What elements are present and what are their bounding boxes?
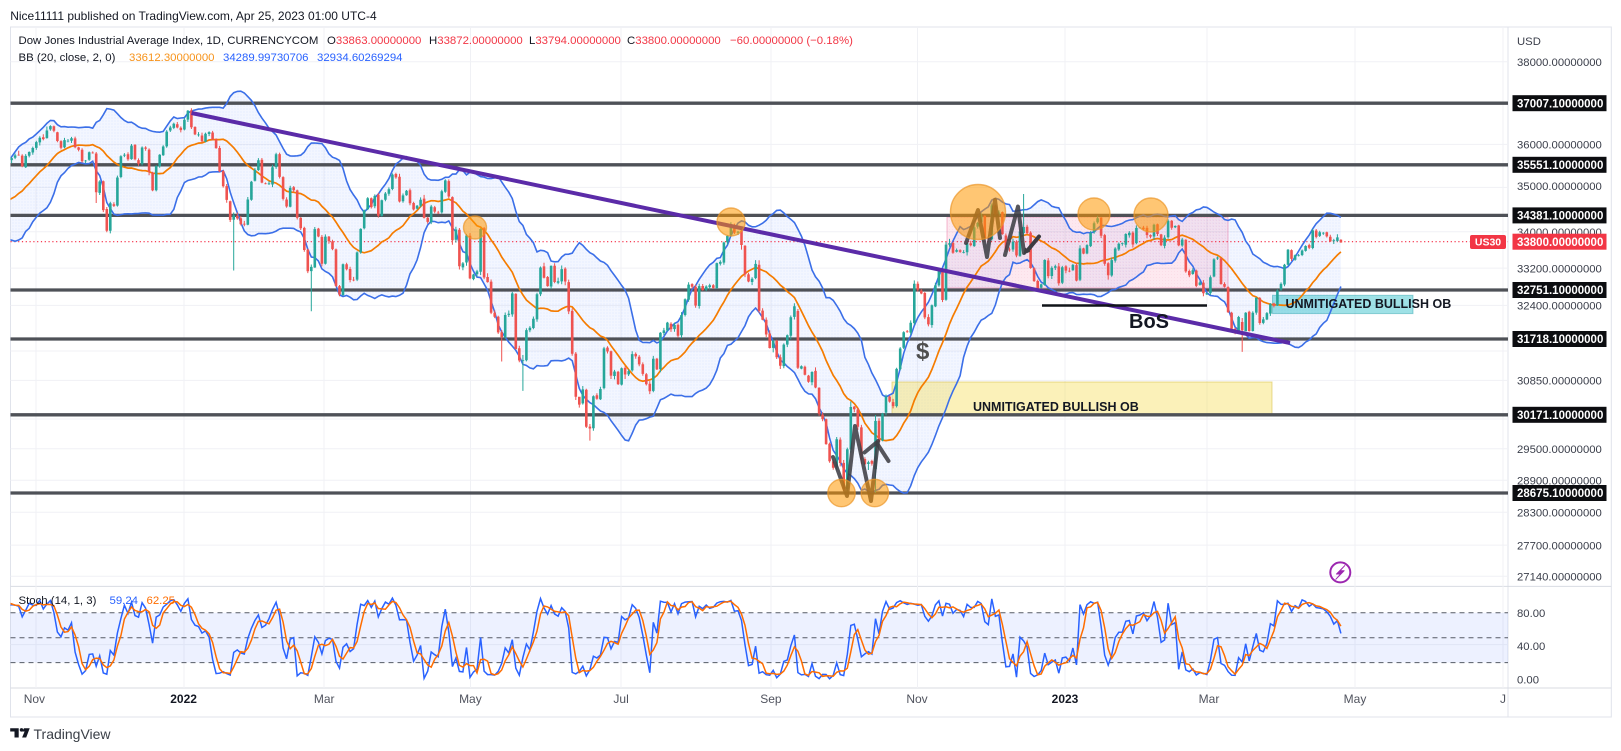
svg-text:28900.00000000: 28900.00000000 <box>1517 475 1602 487</box>
svg-text:TradingView: TradingView <box>34 727 112 742</box>
svg-text:33800.00000000: 33800.00000000 <box>1517 237 1603 249</box>
svg-text:35551.10000000: 35551.10000000 <box>1517 160 1603 172</box>
svg-text:Nov: Nov <box>24 692 45 706</box>
svg-text:80.00: 80.00 <box>1517 608 1545 620</box>
svg-text:Mar: Mar <box>314 692 335 706</box>
svg-text:40.00: 40.00 <box>1517 641 1545 653</box>
svg-text:May: May <box>1344 692 1367 706</box>
svg-text:37007.10000000: 37007.10000000 <box>1517 98 1603 110</box>
svg-text:US30: US30 <box>1475 237 1501 249</box>
svg-text:Sep: Sep <box>760 692 782 706</box>
svg-text:J: J <box>1500 692 1506 706</box>
svg-text:Jul: Jul <box>613 692 628 706</box>
svg-text:28675.10000000: 28675.10000000 <box>1517 488 1603 500</box>
svg-text:32400.00000000: 32400.00000000 <box>1517 301 1602 313</box>
svg-text:35000.00000000: 35000.00000000 <box>1517 181 1602 193</box>
svg-text:USD: USD <box>1517 36 1541 48</box>
svg-text:27700.00000000: 27700.00000000 <box>1517 540 1602 552</box>
svg-text:27140.00000000: 27140.00000000 <box>1517 572 1602 584</box>
svg-text:28300.00000000: 28300.00000000 <box>1517 508 1602 520</box>
svg-text:2023: 2023 <box>1052 692 1079 706</box>
svg-text:33200.00000000: 33200.00000000 <box>1517 263 1602 275</box>
svg-text:0.00: 0.00 <box>1517 674 1539 686</box>
svg-text:30171.10000000: 30171.10000000 <box>1517 410 1603 422</box>
svg-text:31718.10000000: 31718.10000000 <box>1517 334 1603 346</box>
svg-text:29500.00000000: 29500.00000000 <box>1517 444 1602 456</box>
svg-text:36000.00000000: 36000.00000000 <box>1517 140 1602 152</box>
svg-text:May: May <box>459 692 482 706</box>
svg-text:38000.00000000: 38000.00000000 <box>1517 57 1602 69</box>
svg-text:Mar: Mar <box>1199 692 1220 706</box>
svg-text:32751.10000000: 32751.10000000 <box>1517 285 1603 297</box>
svg-text:30850.00000000: 30850.00000000 <box>1517 376 1602 388</box>
svg-text:Nov: Nov <box>906 692 927 706</box>
svg-text:2022: 2022 <box>170 692 197 706</box>
svg-text:34381.10000000: 34381.10000000 <box>1517 211 1603 223</box>
